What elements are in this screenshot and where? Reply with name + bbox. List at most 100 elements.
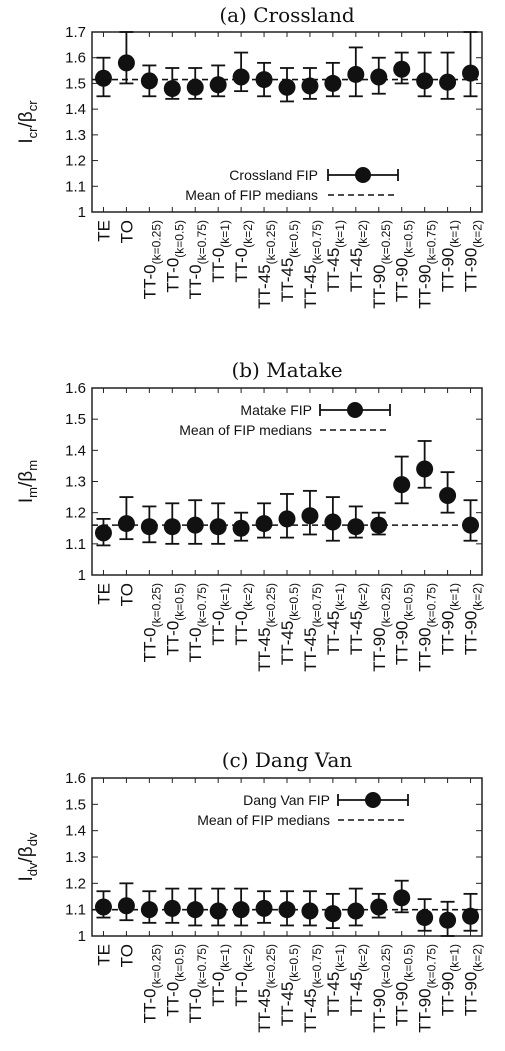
y-axis-label-part: I — [16, 876, 37, 881]
x-tick-label-base: TT-0 — [209, 611, 228, 646]
plot-frame — [91, 31, 483, 213]
x-tick-label: TE — [94, 220, 113, 242]
y-axis-label-part: β — [16, 846, 37, 857]
x-tick-label-base: TT-90 — [370, 988, 389, 1032]
data-point — [209, 518, 227, 536]
x-tick-label: TT-0(k=0.5) — [163, 944, 186, 1017]
x-tick-label: TO — [117, 944, 136, 967]
data-point — [140, 901, 158, 919]
data-point — [140, 72, 158, 90]
x-tick-label: TT-0(k=2) — [232, 944, 255, 1007]
x-tick-label-base: TO — [117, 220, 136, 243]
legend-mean-label: Mean of FIP medians — [197, 812, 330, 828]
x-tick-label-base: TT-90 — [393, 982, 412, 1026]
x-tick-label-sub: (k=1) — [218, 220, 232, 248]
x-tick-label-sub: (k=0.75) — [195, 583, 209, 627]
x-tick-label-base: TT-0 — [163, 258, 182, 293]
data-point — [416, 72, 434, 90]
x-tick-label-base: TT-90 — [439, 248, 458, 292]
x-tick-label-base: TO — [117, 944, 136, 967]
y-tick-label: 1.5 — [65, 75, 86, 92]
data-point — [462, 64, 480, 82]
data-point — [324, 74, 342, 92]
data-point — [94, 524, 112, 542]
x-tick-label-base: TT-90 — [439, 611, 458, 655]
x-tick-label-base: TO — [117, 583, 136, 606]
x-tick-label-base: TT-0 — [209, 248, 228, 283]
y-axis-label-part: / — [16, 121, 37, 127]
x-tick-label-base: TT-90 — [416, 627, 435, 671]
x-tick-label-sub: (k=0.5) — [402, 220, 416, 258]
x-tick-label-base: TT-45 — [324, 972, 343, 1016]
x-tick-label-sub: (k=1) — [218, 944, 232, 972]
x-tick-label-base: TT-0 — [140, 627, 159, 662]
x-tick-label: TT-0(k=0.25) — [140, 944, 163, 1023]
x-tick-label: TT-90(k=0.25) — [370, 944, 393, 1033]
x-tick-label-base: TT-90 — [393, 621, 412, 665]
x-tick-label-base: TT-0 — [232, 972, 251, 1007]
y-tick-label: 1.4 — [65, 823, 86, 840]
data-point — [416, 909, 434, 927]
x-tick-label: TT-90(k=0.5) — [393, 583, 416, 665]
x-tick-label: TT-90(k=0.25) — [370, 220, 393, 309]
x-tick-label-base: TT-90 — [462, 248, 481, 292]
data-point — [140, 518, 158, 536]
y-tick-label: 1 — [78, 204, 86, 221]
x-tick-label: TT-90(k=1) — [439, 220, 462, 292]
panel-1: (a) Crossland11.11.21.31.41.51.61.7Icr/β… — [16, 3, 485, 309]
x-tick-label-sub: (k=0.25) — [149, 944, 163, 988]
y-tick-label: 1.3 — [65, 849, 86, 866]
x-tick-label-sub: (k=0.5) — [172, 220, 186, 258]
x-tick-label-sub: (k=0.25) — [379, 220, 393, 264]
legend-series-marker — [347, 402, 363, 418]
panel-2: (b) Matake11.11.21.31.41.51.6Im/βmMatake… — [16, 358, 485, 672]
y-tick-label: 1 — [78, 567, 86, 584]
x-tick-label-base: TT-45 — [255, 988, 274, 1032]
x-tick-label: TO — [117, 583, 136, 606]
x-tick-label: TT-90(k=2) — [462, 583, 485, 655]
legend-mean-label: Mean of FIP medians — [179, 422, 312, 438]
data-point — [278, 78, 296, 96]
x-tick-label: TT-0(k=2) — [232, 583, 255, 646]
data-point — [232, 68, 250, 86]
x-tick-label-base: TT-45 — [347, 248, 366, 292]
x-tick-label-sub: (k=0.25) — [379, 944, 393, 988]
x-tick-label: TT-45(k=0.25) — [255, 583, 278, 672]
x-tick-label-base: TT-90 — [416, 988, 435, 1032]
y-axis-label-part: cr — [25, 100, 40, 112]
x-tick-label: TT-45(k=0.5) — [278, 220, 301, 302]
data-point — [301, 507, 319, 525]
x-tick-label-sub: (k=0.25) — [264, 583, 278, 627]
x-tick-label-base: TT-45 — [278, 258, 297, 302]
x-tick-label-sub: (k=0.25) — [149, 583, 163, 627]
data-point — [301, 77, 319, 95]
data-point — [255, 515, 273, 533]
x-tick-label-sub: (k=0.5) — [287, 220, 301, 258]
y-tick-label: 1.1 — [65, 178, 86, 195]
x-tick-label-sub: (k=0.5) — [287, 583, 301, 621]
x-tick-label-sub: (k=1) — [333, 944, 347, 972]
x-tick-label-base: TT-45 — [347, 972, 366, 1016]
x-tick-label-sub: (k=1) — [218, 583, 232, 611]
x-tick-label: TE — [94, 583, 113, 605]
x-tick-label-sub: (k=0.5) — [402, 583, 416, 621]
x-tick-label: TT-0(k=0.75) — [186, 944, 209, 1023]
x-tick-label-sub: (k=2) — [356, 944, 370, 972]
x-tick-label-base: TT-0 — [163, 982, 182, 1017]
data-point — [416, 460, 434, 478]
legend-series-label: Dang Van FIP — [243, 792, 330, 808]
legend-series-label: Crossland FIP — [229, 167, 318, 183]
data-point — [117, 54, 135, 72]
x-tick-label: TT-45(k=0.75) — [301, 220, 324, 309]
x-tick-label-base: TT-45 — [324, 611, 343, 655]
y-tick-label: 1.1 — [65, 536, 86, 553]
x-tick-label: TT-90(k=0.25) — [370, 583, 393, 672]
x-tick-label-sub: (k=0.25) — [264, 220, 278, 264]
x-tick-label-sub: (k=1) — [448, 583, 462, 611]
data-point — [186, 78, 204, 96]
x-tick-label-base: TT-45 — [324, 248, 343, 292]
x-tick-label-sub: (k=2) — [471, 220, 485, 248]
x-tick-label-sub: (k=1) — [333, 220, 347, 248]
data-point — [393, 889, 411, 907]
